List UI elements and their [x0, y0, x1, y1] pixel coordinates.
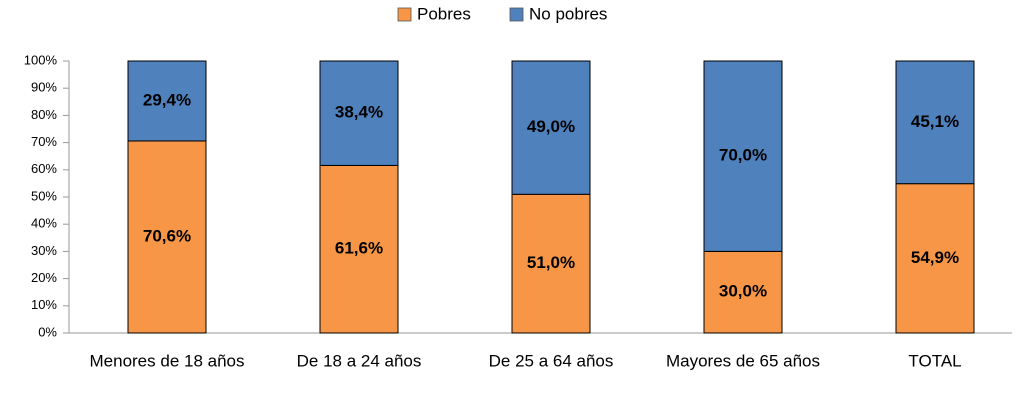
bar-segment — [703, 250, 783, 334]
data-label: 45,1% — [911, 112, 959, 131]
y-tick-label: 70% — [31, 134, 57, 149]
y-tick-label: 10% — [31, 297, 57, 312]
data-label: 51,0% — [527, 253, 575, 272]
data-label: 29,4% — [143, 90, 191, 109]
y-tick-label: 30% — [31, 243, 57, 258]
bar-segment — [895, 183, 975, 334]
data-label: 70,0% — [719, 146, 767, 165]
y-tick-label: 20% — [31, 270, 57, 285]
bar-segment — [703, 60, 783, 252]
x-tick-label: TOTAL — [908, 351, 961, 370]
data-label: 49,0% — [527, 117, 575, 136]
y-tick-label: 80% — [31, 107, 57, 122]
x-tick-label: Menores de 18 años — [90, 351, 245, 370]
data-label: 30,0% — [719, 282, 767, 301]
bar-segment — [895, 60, 975, 185]
y-tick-label: 90% — [31, 80, 57, 95]
bar-segment — [127, 60, 207, 142]
legend-swatch — [509, 7, 524, 22]
y-tick-label: 100% — [24, 52, 58, 67]
x-tick-label: Mayores de 65 años — [666, 351, 820, 370]
x-tick-label: De 18 a 24 años — [297, 351, 422, 370]
data-label: 38,4% — [335, 103, 383, 122]
data-label: 70,6% — [143, 226, 191, 245]
x-tick-label: De 25 a 64 años — [489, 351, 614, 370]
legend-label: No pobres — [529, 4, 607, 23]
y-tick-label: 60% — [31, 161, 57, 176]
legend-swatch — [397, 7, 412, 22]
data-label: 54,9% — [911, 248, 959, 267]
bar-segment — [319, 60, 399, 166]
legend-label: Pobres — [417, 4, 471, 23]
bar-segment — [127, 140, 207, 334]
bar-segment — [511, 193, 591, 334]
bar-segment — [319, 164, 399, 334]
y-tick-label: 0% — [38, 324, 57, 339]
y-tick-label: 50% — [31, 188, 57, 203]
data-label: 61,6% — [335, 239, 383, 258]
y-tick-label: 40% — [31, 216, 57, 231]
bar-segment — [511, 60, 591, 195]
